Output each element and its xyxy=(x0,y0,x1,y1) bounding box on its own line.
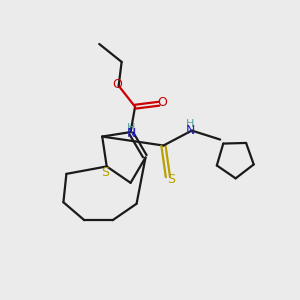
Text: H: H xyxy=(127,123,136,133)
Text: N: N xyxy=(186,124,195,137)
Text: O: O xyxy=(112,78,122,91)
Text: S: S xyxy=(167,173,175,186)
Text: O: O xyxy=(157,96,167,109)
Text: N: N xyxy=(127,127,136,140)
Text: H: H xyxy=(186,119,194,129)
Text: S: S xyxy=(101,167,109,179)
